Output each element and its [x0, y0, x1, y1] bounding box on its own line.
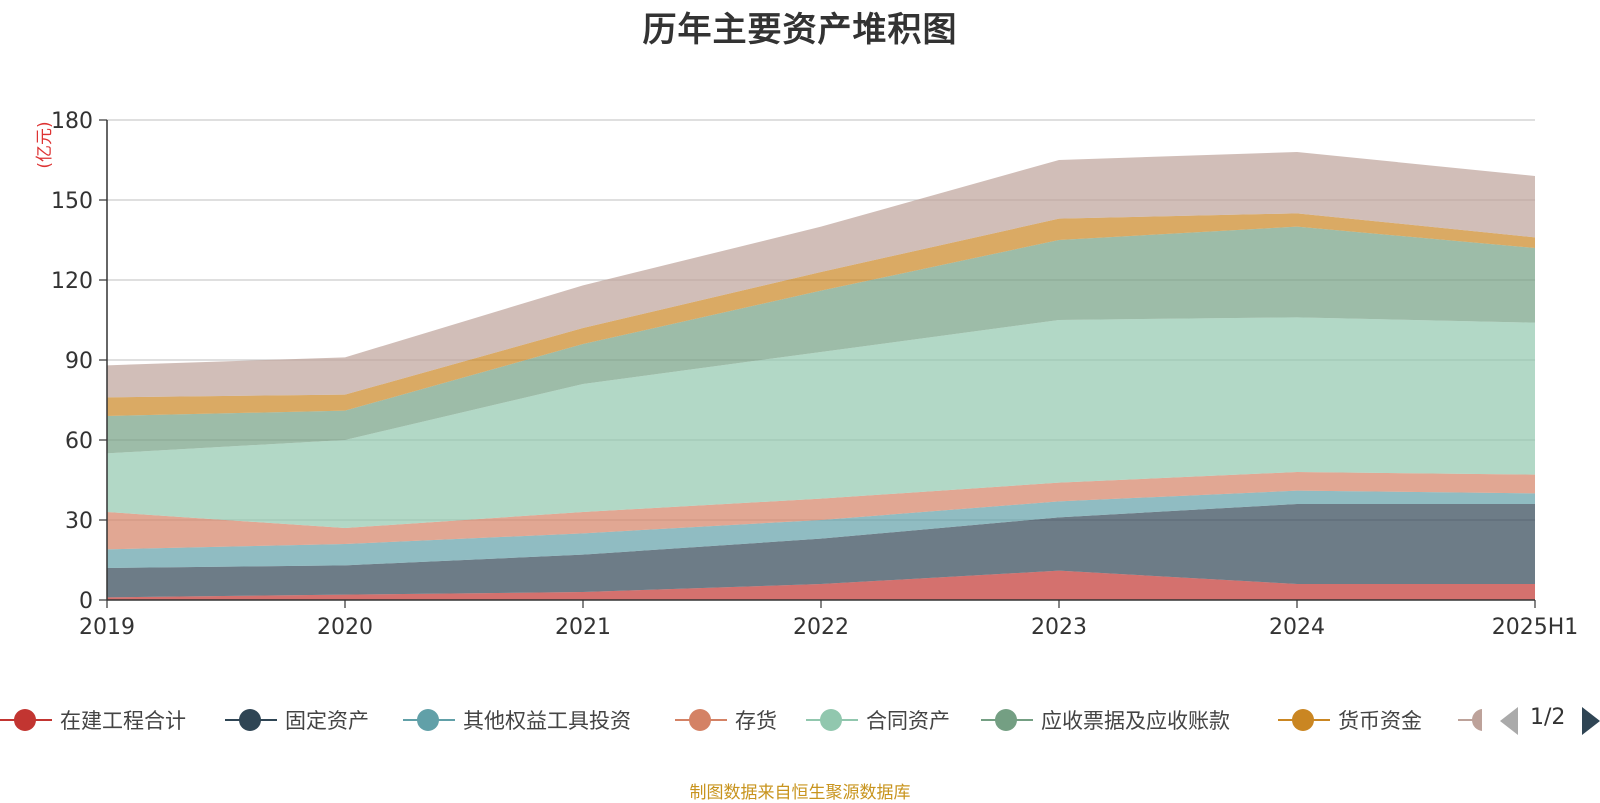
area-series-2 — [107, 490, 1535, 568]
legend-prev-page-button[interactable] — [1500, 707, 1518, 735]
legend-label: 在建工程合计 — [60, 709, 186, 733]
area-series-0 — [107, 570, 1535, 600]
area-series-1 — [107, 504, 1535, 598]
legend-item[interactable]: 其他权益工具投资 — [403, 702, 631, 738]
legend-swatch-icon — [1458, 709, 1482, 731]
y-tick-label: 30 — [65, 509, 93, 534]
y-tick-label: 0 — [79, 589, 93, 614]
area-series-3 — [107, 472, 1535, 550]
x-tick-label: 2020 — [317, 615, 373, 640]
x-tick-label: 2024 — [1269, 615, 1325, 640]
source-note: 制图数据来自恒生聚源数据库 — [689, 783, 911, 803]
legend-label: 合同资产 — [866, 709, 950, 733]
x-tick-label: 2025H1 — [1492, 615, 1579, 640]
axes: 0 30 60 90 120 150 180 2019 2020 2021 2022 2023 2024… — [51, 109, 1578, 640]
legend-swatch-icon — [0, 709, 52, 731]
area-series-5 — [107, 226, 1535, 454]
y-tick-label: 90 — [65, 349, 93, 374]
x-tick-label: 2019 — [79, 615, 135, 640]
x-tick-label: 2021 — [555, 615, 611, 640]
y-tick-label: 120 — [51, 269, 93, 294]
legend-item[interactable]: 应收票据及应收账款 — [981, 702, 1230, 738]
legend-swatch-icon — [806, 709, 858, 731]
legend-page-indicator: 1/2 — [1530, 705, 1566, 730]
legend: 在建工程合计 固定资产 其他权益工具投资 存货 合同资产 应收票据及应收账款 货币资金 — [0, 702, 1600, 738]
y-tick-label: 180 — [51, 109, 93, 134]
chart-title: 历年主要资产堆积图 — [642, 10, 958, 50]
legend-item[interactable]: 合同资产 — [806, 702, 950, 738]
legend-item[interactable]: 货币资金 — [1278, 702, 1422, 738]
area-series — [107, 152, 1535, 600]
legend-swatch-icon — [675, 709, 727, 731]
legend-label: 存货 — [735, 709, 777, 733]
y-axis-unit-label: (亿元) — [35, 121, 55, 168]
legend-item[interactable]: 在建工程合计 — [0, 702, 186, 738]
legend-swatch-icon — [981, 709, 1033, 731]
area-series-7 — [107, 152, 1535, 398]
legend-item[interactable] — [1458, 702, 1482, 738]
legend-swatch-icon — [403, 709, 455, 731]
y-tick-label: 60 — [65, 429, 93, 454]
legend-item[interactable]: 存货 — [675, 702, 777, 738]
y-tick-label: 150 — [51, 189, 93, 214]
x-tick-label: 2022 — [793, 615, 849, 640]
legend-swatch-icon — [225, 709, 277, 731]
legend-label: 应收票据及应收账款 — [1041, 709, 1230, 733]
legend-label: 货币资金 — [1338, 709, 1422, 733]
legend-item[interactable]: 固定资产 — [225, 702, 369, 738]
legend-next-page-button[interactable] — [1582, 707, 1600, 735]
x-tick-label: 2023 — [1031, 615, 1087, 640]
area-series-4 — [107, 317, 1535, 528]
legend-swatch-icon — [1278, 709, 1330, 731]
legend-label: 固定资产 — [285, 709, 369, 733]
area-series-6 — [107, 213, 1535, 416]
legend-label: 其他权益工具投资 — [463, 709, 631, 733]
